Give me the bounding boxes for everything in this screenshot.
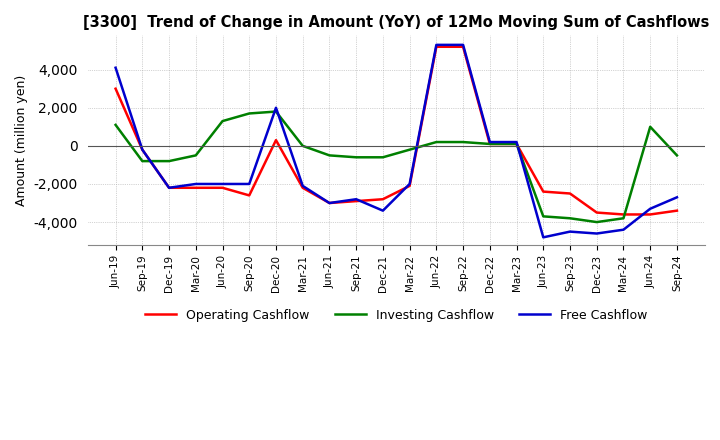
Operating Cashflow <box>165 185 174 191</box>
Investing Cashflow <box>566 216 575 221</box>
Investing Cashflow <box>539 214 548 219</box>
Free Cashflow <box>192 181 200 187</box>
Investing Cashflow <box>165 158 174 164</box>
Free Cashflow <box>485 139 494 145</box>
Investing Cashflow <box>459 139 467 145</box>
Line: Free Cashflow: Free Cashflow <box>116 45 677 237</box>
Line: Investing Cashflow: Investing Cashflow <box>116 112 677 222</box>
Investing Cashflow <box>298 143 307 149</box>
Operating Cashflow <box>512 141 521 147</box>
Investing Cashflow <box>218 118 227 124</box>
Line: Operating Cashflow: Operating Cashflow <box>116 47 677 214</box>
Free Cashflow <box>672 194 681 200</box>
Free Cashflow <box>245 181 253 187</box>
Investing Cashflow <box>325 153 334 158</box>
Free Cashflow <box>432 42 441 48</box>
Operating Cashflow <box>325 200 334 205</box>
Operating Cashflow <box>566 191 575 196</box>
Operating Cashflow <box>352 198 361 204</box>
Free Cashflow <box>298 183 307 188</box>
Operating Cashflow <box>379 197 387 202</box>
Free Cashflow <box>646 206 654 211</box>
Free Cashflow <box>271 105 280 110</box>
Free Cashflow <box>593 231 601 236</box>
Operating Cashflow <box>298 185 307 191</box>
Operating Cashflow <box>619 212 628 217</box>
Operating Cashflow <box>218 185 227 191</box>
Investing Cashflow <box>271 109 280 114</box>
Operating Cashflow <box>245 193 253 198</box>
Operating Cashflow <box>405 183 414 188</box>
Operating Cashflow <box>459 44 467 49</box>
Investing Cashflow <box>512 141 521 147</box>
Investing Cashflow <box>112 122 120 128</box>
Free Cashflow <box>566 229 575 234</box>
Operating Cashflow <box>192 185 200 191</box>
Investing Cashflow <box>619 216 628 221</box>
Legend: Operating Cashflow, Investing Cashflow, Free Cashflow: Operating Cashflow, Investing Cashflow, … <box>140 304 652 327</box>
Operating Cashflow <box>432 44 441 49</box>
Free Cashflow <box>352 197 361 202</box>
Title: [3300]  Trend of Change in Amount (YoY) of 12Mo Moving Sum of Cashflows: [3300] Trend of Change in Amount (YoY) o… <box>83 15 709 30</box>
Free Cashflow <box>459 42 467 48</box>
Investing Cashflow <box>245 111 253 116</box>
Investing Cashflow <box>352 154 361 160</box>
Operating Cashflow <box>646 212 654 217</box>
Operating Cashflow <box>593 210 601 215</box>
Free Cashflow <box>405 181 414 187</box>
Free Cashflow <box>379 208 387 213</box>
Y-axis label: Amount (million yen): Amount (million yen) <box>15 74 28 206</box>
Investing Cashflow <box>138 158 147 164</box>
Investing Cashflow <box>405 147 414 152</box>
Operating Cashflow <box>539 189 548 194</box>
Free Cashflow <box>325 200 334 205</box>
Operating Cashflow <box>271 138 280 143</box>
Investing Cashflow <box>593 220 601 225</box>
Free Cashflow <box>165 185 174 191</box>
Operating Cashflow <box>485 141 494 147</box>
Operating Cashflow <box>138 147 147 152</box>
Operating Cashflow <box>112 86 120 92</box>
Investing Cashflow <box>192 153 200 158</box>
Free Cashflow <box>619 227 628 232</box>
Investing Cashflow <box>432 139 441 145</box>
Investing Cashflow <box>672 153 681 158</box>
Free Cashflow <box>539 235 548 240</box>
Free Cashflow <box>112 65 120 70</box>
Operating Cashflow <box>672 208 681 213</box>
Free Cashflow <box>218 181 227 187</box>
Free Cashflow <box>138 147 147 152</box>
Investing Cashflow <box>646 124 654 129</box>
Investing Cashflow <box>485 141 494 147</box>
Free Cashflow <box>512 139 521 145</box>
Investing Cashflow <box>379 154 387 160</box>
